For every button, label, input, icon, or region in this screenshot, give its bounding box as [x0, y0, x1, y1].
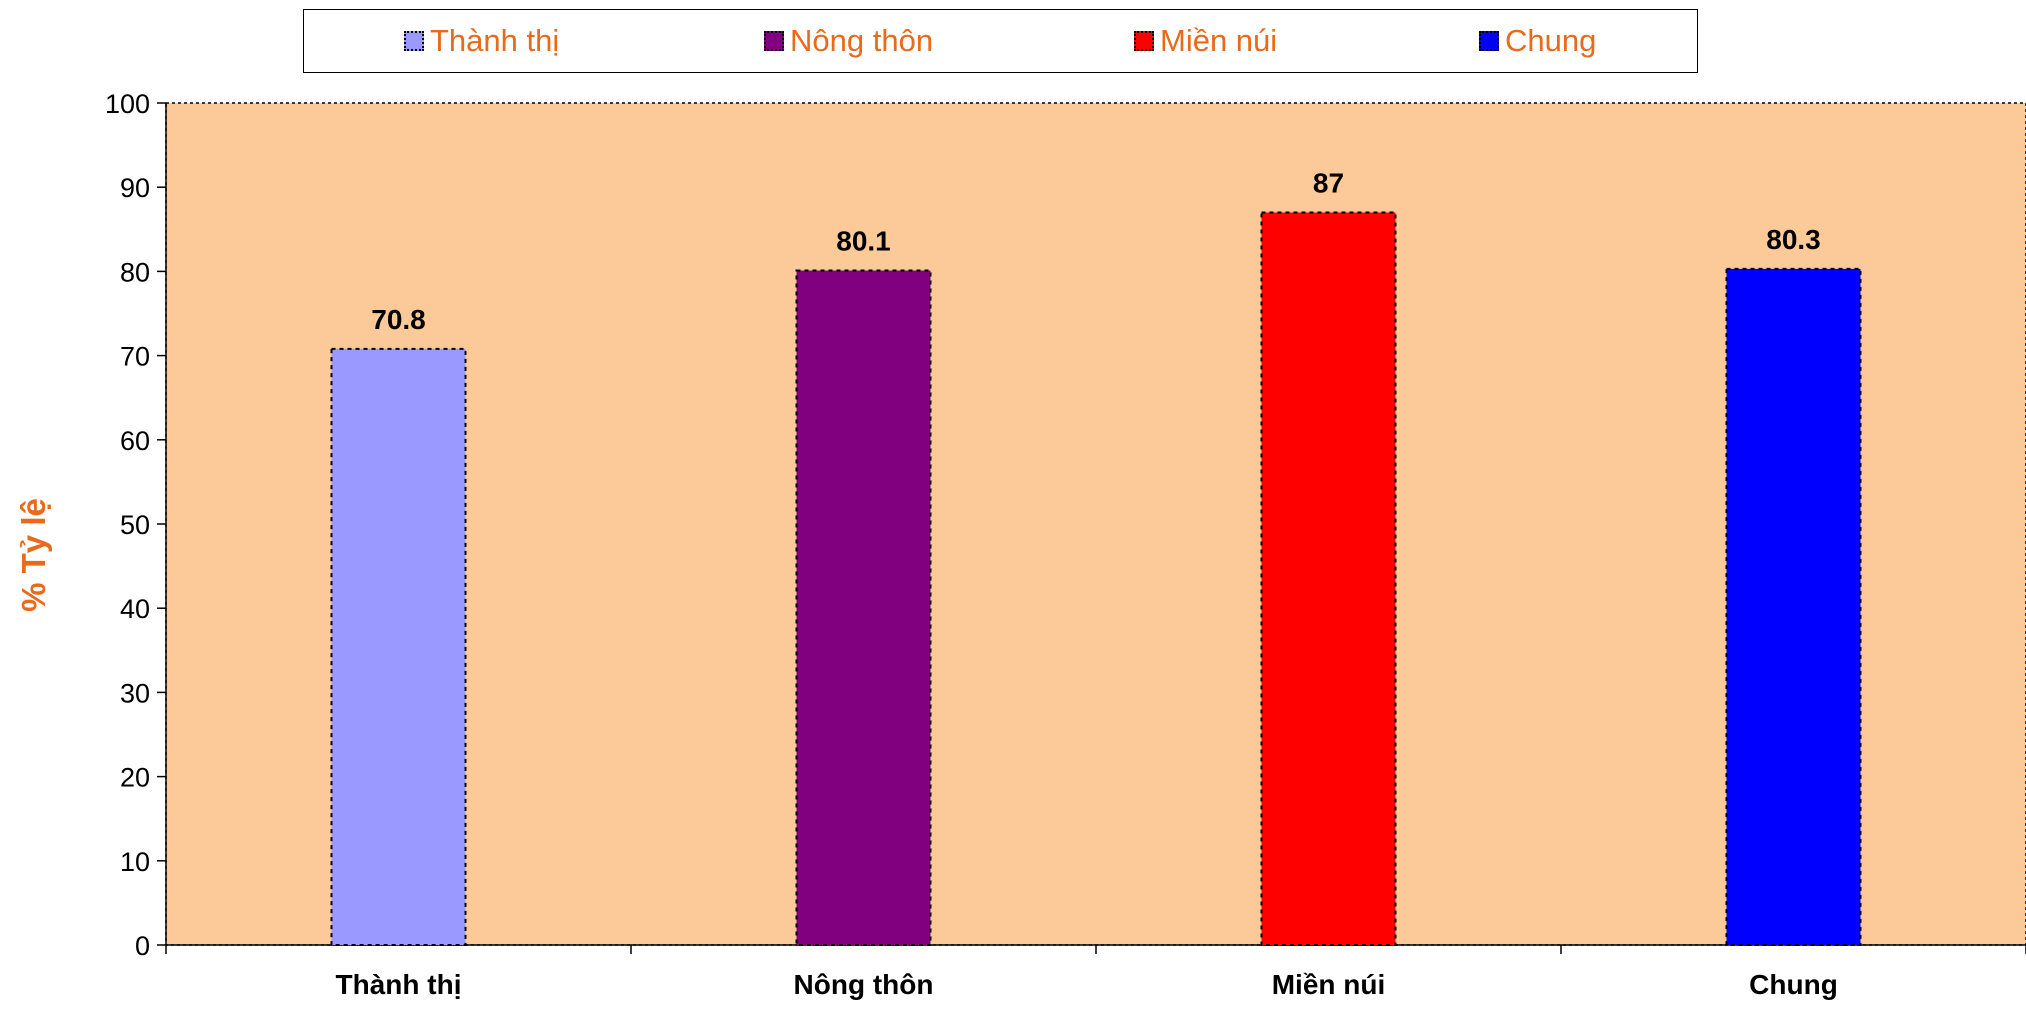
y-tick-label: 30 — [120, 678, 150, 708]
data-label: 80.3 — [1766, 224, 1821, 255]
y-tick-label: 70 — [120, 342, 150, 372]
legend: Thành thị Nông thôn Miền núi Chung — [303, 9, 1698, 73]
data-label: 80.1 — [836, 226, 891, 257]
legend-item-nong-thon: Nông thôn — [764, 23, 934, 58]
y-tick-label: 40 — [120, 594, 150, 624]
data-label: 87 — [1313, 167, 1344, 198]
y-tick-label: 0 — [135, 931, 150, 961]
plot-area — [165, 102, 2026, 946]
legend-swatch-thanh-thi — [404, 31, 424, 51]
y-tick-label: 90 — [120, 173, 150, 203]
legend-label-nong-thon: Nông thôn — [790, 23, 934, 58]
x-tick-label: Thành thị — [336, 969, 462, 1000]
legend-label-thanh-thi: Thành thị — [430, 23, 560, 58]
x-tick-label: Chung — [1749, 969, 1838, 1000]
legend-item-chung: Chung — [1479, 23, 1597, 58]
legend-item-mien-nui: Miền núi — [1134, 23, 1278, 58]
legend-label-chung: Chung — [1505, 23, 1597, 58]
y-tick-label: 100 — [105, 89, 150, 119]
x-tick-label: Nông thôn — [794, 969, 934, 1000]
data-label: 70.8 — [371, 304, 426, 335]
legend-swatch-chung — [1479, 31, 1499, 51]
bar — [1260, 211, 1397, 946]
bar — [1725, 267, 1862, 946]
y-tick-label: 20 — [120, 763, 150, 793]
bar — [330, 347, 467, 946]
y-tick-label: 80 — [120, 257, 150, 287]
legend-swatch-mien-nui — [1134, 31, 1154, 51]
y-tick-label: 10 — [120, 847, 150, 877]
legend-label-mien-nui: Miền núi — [1160, 23, 1278, 58]
x-tick-label: Miền núi — [1272, 969, 1386, 1000]
legend-swatch-nong-thon — [764, 31, 784, 51]
y-tick-label: 60 — [120, 426, 150, 456]
y-tick-label: 50 — [120, 510, 150, 540]
bar — [795, 269, 932, 947]
legend-item-thanh-thi: Thành thị — [404, 23, 560, 58]
